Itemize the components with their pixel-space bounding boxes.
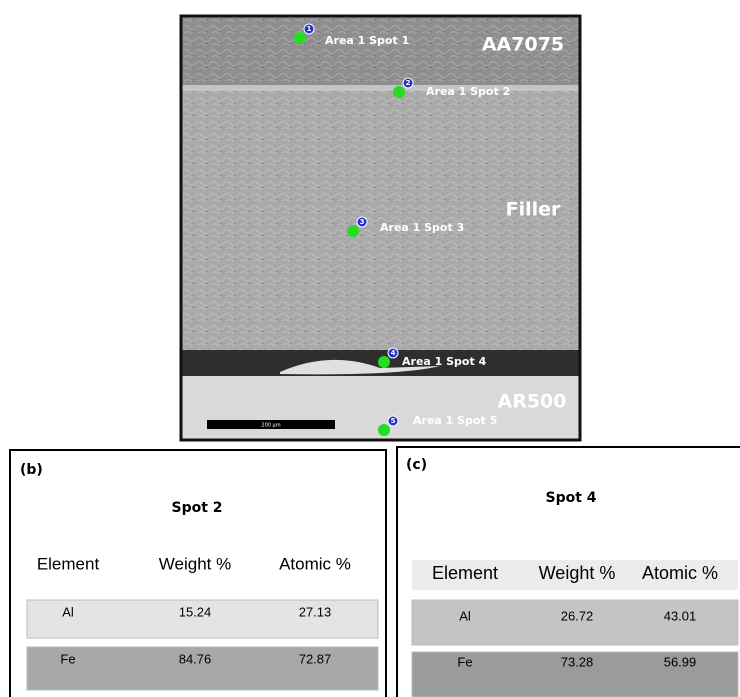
spot-marker: [393, 86, 405, 98]
panel-letter: (c): [406, 457, 427, 473]
spot-label: Area 1 Spot 3: [380, 221, 464, 234]
table-cell: Fe: [457, 654, 472, 669]
spot-label: Area 1 Spot 5: [413, 414, 497, 427]
header-cell: Atomic %: [642, 563, 718, 583]
spot-marker: [347, 225, 359, 237]
table-cell: Al: [459, 608, 471, 623]
spot-number: 3: [360, 218, 365, 226]
spot-label: Area 1 Spot 2: [426, 85, 510, 98]
table-cell: 43.01: [664, 608, 697, 623]
table-cell: 15.24: [179, 604, 212, 619]
spot-label: Area 1 Spot 1: [325, 34, 409, 47]
region-label: AA7075: [482, 34, 564, 56]
table-cell: 72.87: [299, 651, 332, 666]
spot-number: 1: [307, 25, 312, 33]
table-cell: 26.72: [561, 608, 594, 623]
scale-label: 200 µm: [261, 423, 280, 429]
table-cell: 56.99: [664, 654, 697, 669]
region-label: AR500: [498, 391, 567, 413]
spot-number: 4: [391, 349, 396, 357]
spot-marker: [378, 356, 390, 368]
panel-title: Spot 2: [171, 500, 222, 516]
panel-title: Spot 4: [545, 490, 596, 506]
table-cell: 73.28: [561, 654, 594, 669]
panel-letter: (b): [20, 462, 43, 478]
region-label: Filler: [506, 199, 561, 221]
figure: AA7075 Filler AR500 1 Area 1 Spot 1 2 Area 1 S…: [0, 0, 740, 697]
table-cell: Fe: [60, 651, 75, 666]
spot-marker: [378, 424, 390, 436]
spot-number: 5: [391, 417, 396, 425]
header-cell: Weight %: [539, 563, 616, 583]
header-cell: Weight %: [159, 554, 231, 573]
spot-label: Area 1 Spot 4: [402, 355, 487, 368]
table-cell: 84.76: [179, 651, 212, 666]
spot-marker: [294, 32, 306, 44]
header-cell: Element: [432, 563, 498, 583]
header-cell: Atomic %: [279, 554, 351, 573]
header-cell: Element: [37, 554, 100, 573]
table-cell: Al: [62, 604, 74, 619]
spot-number: 2: [406, 79, 411, 87]
table-cell: 27.13: [299, 604, 332, 619]
interface: [181, 85, 580, 91]
